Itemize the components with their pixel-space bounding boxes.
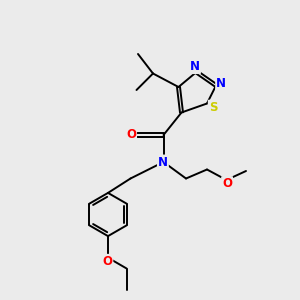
Text: O: O [102,255,112,268]
Text: N: N [158,155,168,169]
Text: O: O [222,177,232,190]
Text: S: S [209,100,217,114]
Text: O: O [126,128,136,142]
Text: N: N [216,77,226,90]
Text: N: N [190,60,200,73]
